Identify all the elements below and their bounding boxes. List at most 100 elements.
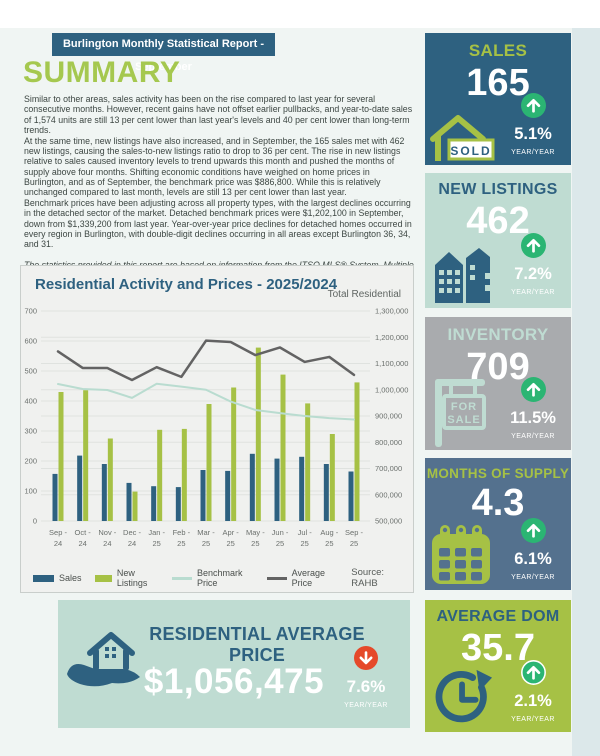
line-series-average-price <box>56 339 356 382</box>
kpi-title: NEW LISTINGS <box>438 181 558 198</box>
kpi-period: YEAR/YEAR <box>511 716 555 723</box>
chart-panel: 0 100 200 300 400 500 600 700 500,000 600,000 700,… <box>20 265 414 593</box>
legend-item-sales: Sales <box>33 573 82 583</box>
svg-text:Jun -25: Jun -25 <box>272 528 289 548</box>
kpi-period: YEAR/YEAR <box>511 433 555 440</box>
banner-title: RESIDENTIAL AVERAGE PRICE <box>149 624 365 665</box>
svg-text:400: 400 <box>24 397 37 406</box>
bar-series-sales <box>52 453 354 521</box>
svg-text:Jan -25: Jan -25 <box>148 528 165 548</box>
svg-text:Sep -25: Sep -25 <box>345 528 363 548</box>
summary-paragraph: Similar to other areas, sales activity h… <box>24 94 413 136</box>
svg-text:0: 0 <box>33 517 37 526</box>
legend-label: Benchmark Price <box>196 568 243 588</box>
legend-swatch <box>33 574 54 582</box>
up-arrow-icon <box>520 93 546 118</box>
svg-text:Aug -25: Aug -25 <box>320 528 338 548</box>
kpi-card-sales: SALES 165 5.1% YEAR/YEAR SOLD <box>425 33 571 165</box>
summary-paragraph: At the same time, new listings have also… <box>24 135 405 198</box>
top-white-strip <box>0 0 600 28</box>
legend-swatch <box>94 574 112 582</box>
svg-text:300: 300 <box>24 427 37 436</box>
legend-label: Sales <box>59 573 82 583</box>
sold-label: SOLD <box>450 144 491 158</box>
svg-text:Mar -25: Mar -25 <box>197 528 215 548</box>
x-axis-labels: Sep -24 Oct -24 Nov -24 Dec -24 Jan -25 Feb -… <box>49 528 363 548</box>
kpi-value: 4.3 <box>471 482 525 524</box>
for-sale-sign-icon: FOR SALE <box>435 379 486 447</box>
svg-text:1,000,000: 1,000,000 <box>375 385 408 394</box>
legend-item-benchmark-price: Benchmark Price <box>172 568 254 588</box>
kpi-card-average-dom: AVERAGE DOM 35.7 2.1% YEAR/YEAR <box>425 600 571 732</box>
activity-prices-chart: 0 100 200 300 400 500 600 700 500,000 600,000 700,… <box>24 307 408 549</box>
up-arrow-icon <box>520 377 546 402</box>
kpi-change: 6.1% <box>514 550 552 568</box>
legend-swatch <box>266 576 287 580</box>
kpi-change-block: 7.2% YEAR/YEAR <box>504 233 562 296</box>
kpi-title: MONTHS OF SUPPLY <box>426 466 570 481</box>
kpi-change-block: 2.1% YEAR/YEAR <box>504 660 562 723</box>
svg-text:500: 500 <box>24 367 37 376</box>
svg-text:Feb -25: Feb -25 <box>173 528 191 548</box>
svg-text:800,000: 800,000 <box>375 438 402 447</box>
legend-item-average-price: Average Price <box>266 568 339 588</box>
hand-house-icon <box>67 632 140 687</box>
chart-title: Residential Activity and Prices - 2025/2… <box>35 276 338 293</box>
svg-text:700,000: 700,000 <box>375 464 402 473</box>
report-title-bar: Burlington Monthly Statistical Report - … <box>52 33 275 73</box>
svg-text:May -25: May -25 <box>246 528 265 548</box>
svg-text:900,000: 900,000 <box>375 412 402 421</box>
banner-change-block: 7.6% YEAR/YEAR <box>336 646 396 709</box>
kpi-title: AVERAGE DOM <box>436 608 560 625</box>
kpi-value: 462 <box>466 200 530 242</box>
summary-paragraph: Benchmark prices have been adjusting acr… <box>24 197 412 250</box>
legend-label: New Listings <box>116 568 148 588</box>
kpi-card-inventory: INVENTORY 709 11.5% YEAR/YEAR FOR SALE <box>425 317 571 450</box>
buildings-icon <box>435 248 490 303</box>
svg-text:100: 100 <box>24 487 37 496</box>
chart-source: Source: RAHB <box>351 567 385 589</box>
up-arrow-icon <box>520 660 546 685</box>
banner-change: 7.6% <box>346 677 386 696</box>
house-sold-icon: SOLD <box>430 115 495 161</box>
sidebar-background <box>572 28 600 756</box>
svg-text:Apr -25: Apr -25 <box>223 528 240 548</box>
report-title: Burlington Monthly Statistical Report - … <box>62 38 265 73</box>
legend-item-new-listings: New Listings <box>94 568 160 588</box>
kpi-title: SALES <box>468 41 528 60</box>
svg-text:700: 700 <box>24 307 37 316</box>
svg-text:Sep -24: Sep -24 <box>49 528 67 548</box>
svg-text:1,100,000: 1,100,000 <box>375 359 408 368</box>
kpi-period: YEAR/YEAR <box>511 574 555 581</box>
kpi-change-block: 5.1% YEAR/YEAR <box>504 93 562 156</box>
summary-body: Similar to other areas, sales activity h… <box>24 94 414 291</box>
kpi-change: 2.1% <box>514 692 552 710</box>
svg-text:600: 600 <box>24 337 37 346</box>
chart-subtitle: Total Residential <box>327 289 401 300</box>
svg-text:Nov -24: Nov -24 <box>98 528 116 548</box>
clock-history-icon <box>435 669 493 723</box>
for-sale-label-2: SALE <box>447 414 480 426</box>
kpi-change: 7.2% <box>514 265 552 283</box>
kpi-title: INVENTORY <box>447 325 549 344</box>
summary-heading: SUMMARY <box>23 56 181 89</box>
kpi-change: 11.5% <box>510 409 556 427</box>
svg-text:1,300,000: 1,300,000 <box>375 307 408 316</box>
kpi-value: 35.7 <box>461 627 535 669</box>
svg-text:500,000: 500,000 <box>375 517 402 526</box>
kpi-change-block: 6.1% YEAR/YEAR <box>504 518 562 581</box>
average-price-banner: RESIDENTIAL AVERAGE PRICE $1,056,475 7.6… <box>58 600 410 728</box>
svg-text:Oct -24: Oct -24 <box>75 528 92 548</box>
bar-series-new-listings <box>58 347 360 521</box>
banner-value: $1,056,475 <box>143 662 325 701</box>
line-series-benchmark-price <box>57 382 355 421</box>
chart-legend: Sales New Listings Benchmark Price Average … <box>33 567 403 589</box>
right-axis-labels: 500,000 600,000 700,000 800,000 900,000 1,000… <box>375 307 408 526</box>
for-sale-label-1: FOR <box>451 401 477 413</box>
up-arrow-icon <box>520 233 546 258</box>
legend-swatch <box>172 576 192 580</box>
kpi-card-months-of-supply: MONTHS OF SUPPLY 4.3 6.1% YEAR/YEAR <box>425 458 571 590</box>
kpi-period: YEAR/YEAR <box>511 289 555 296</box>
kpi-change-block: 11.5% YEAR/YEAR <box>504 377 562 440</box>
svg-text:1,200,000: 1,200,000 <box>375 333 408 342</box>
